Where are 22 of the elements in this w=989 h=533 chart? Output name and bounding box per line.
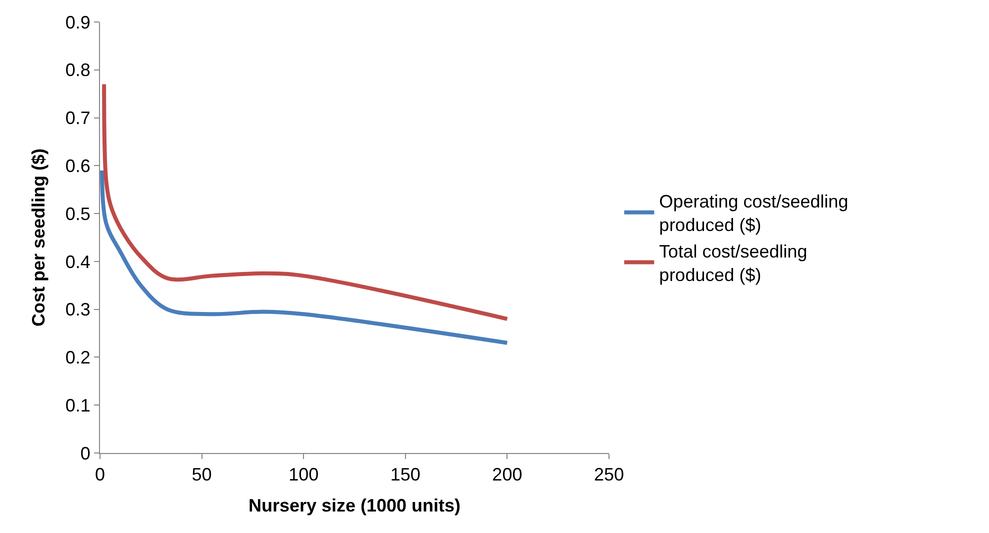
legend-label: Total cost/seedling produced ($) xyxy=(659,242,808,285)
y-tick-label: 0.1 xyxy=(65,395,90,416)
y-tick-label: 0.5 xyxy=(65,204,90,224)
y-tick-label: 0.6 xyxy=(65,156,90,176)
x-tick-label: 150 xyxy=(390,464,420,485)
y-tick-label: 0.7 xyxy=(65,108,90,128)
y-tick-label: 0.4 xyxy=(65,252,90,272)
y-tick-label: 0 xyxy=(80,443,90,464)
y-tick-label: 0.3 xyxy=(65,300,90,320)
legend-label: Operating cost/seedling produced ($) xyxy=(659,192,848,236)
line-series xyxy=(100,168,510,345)
x-tick-label: 250 xyxy=(594,464,624,485)
y-tick-label: 0.9 xyxy=(65,12,90,32)
line-series xyxy=(102,82,510,321)
x-axis-title: Nursery size (1000 units) xyxy=(248,496,461,516)
y-tick-label: 0.2 xyxy=(65,348,90,368)
x-tick-label: 100 xyxy=(288,464,319,485)
y-axis-title: Cost per seedling ($) xyxy=(28,148,49,327)
x-tick-label: 200 xyxy=(492,464,522,485)
y-tick-label: 0.8 xyxy=(65,60,90,80)
x-tick-label: 0 xyxy=(94,464,106,485)
x-tick-label: 50 xyxy=(192,464,212,485)
